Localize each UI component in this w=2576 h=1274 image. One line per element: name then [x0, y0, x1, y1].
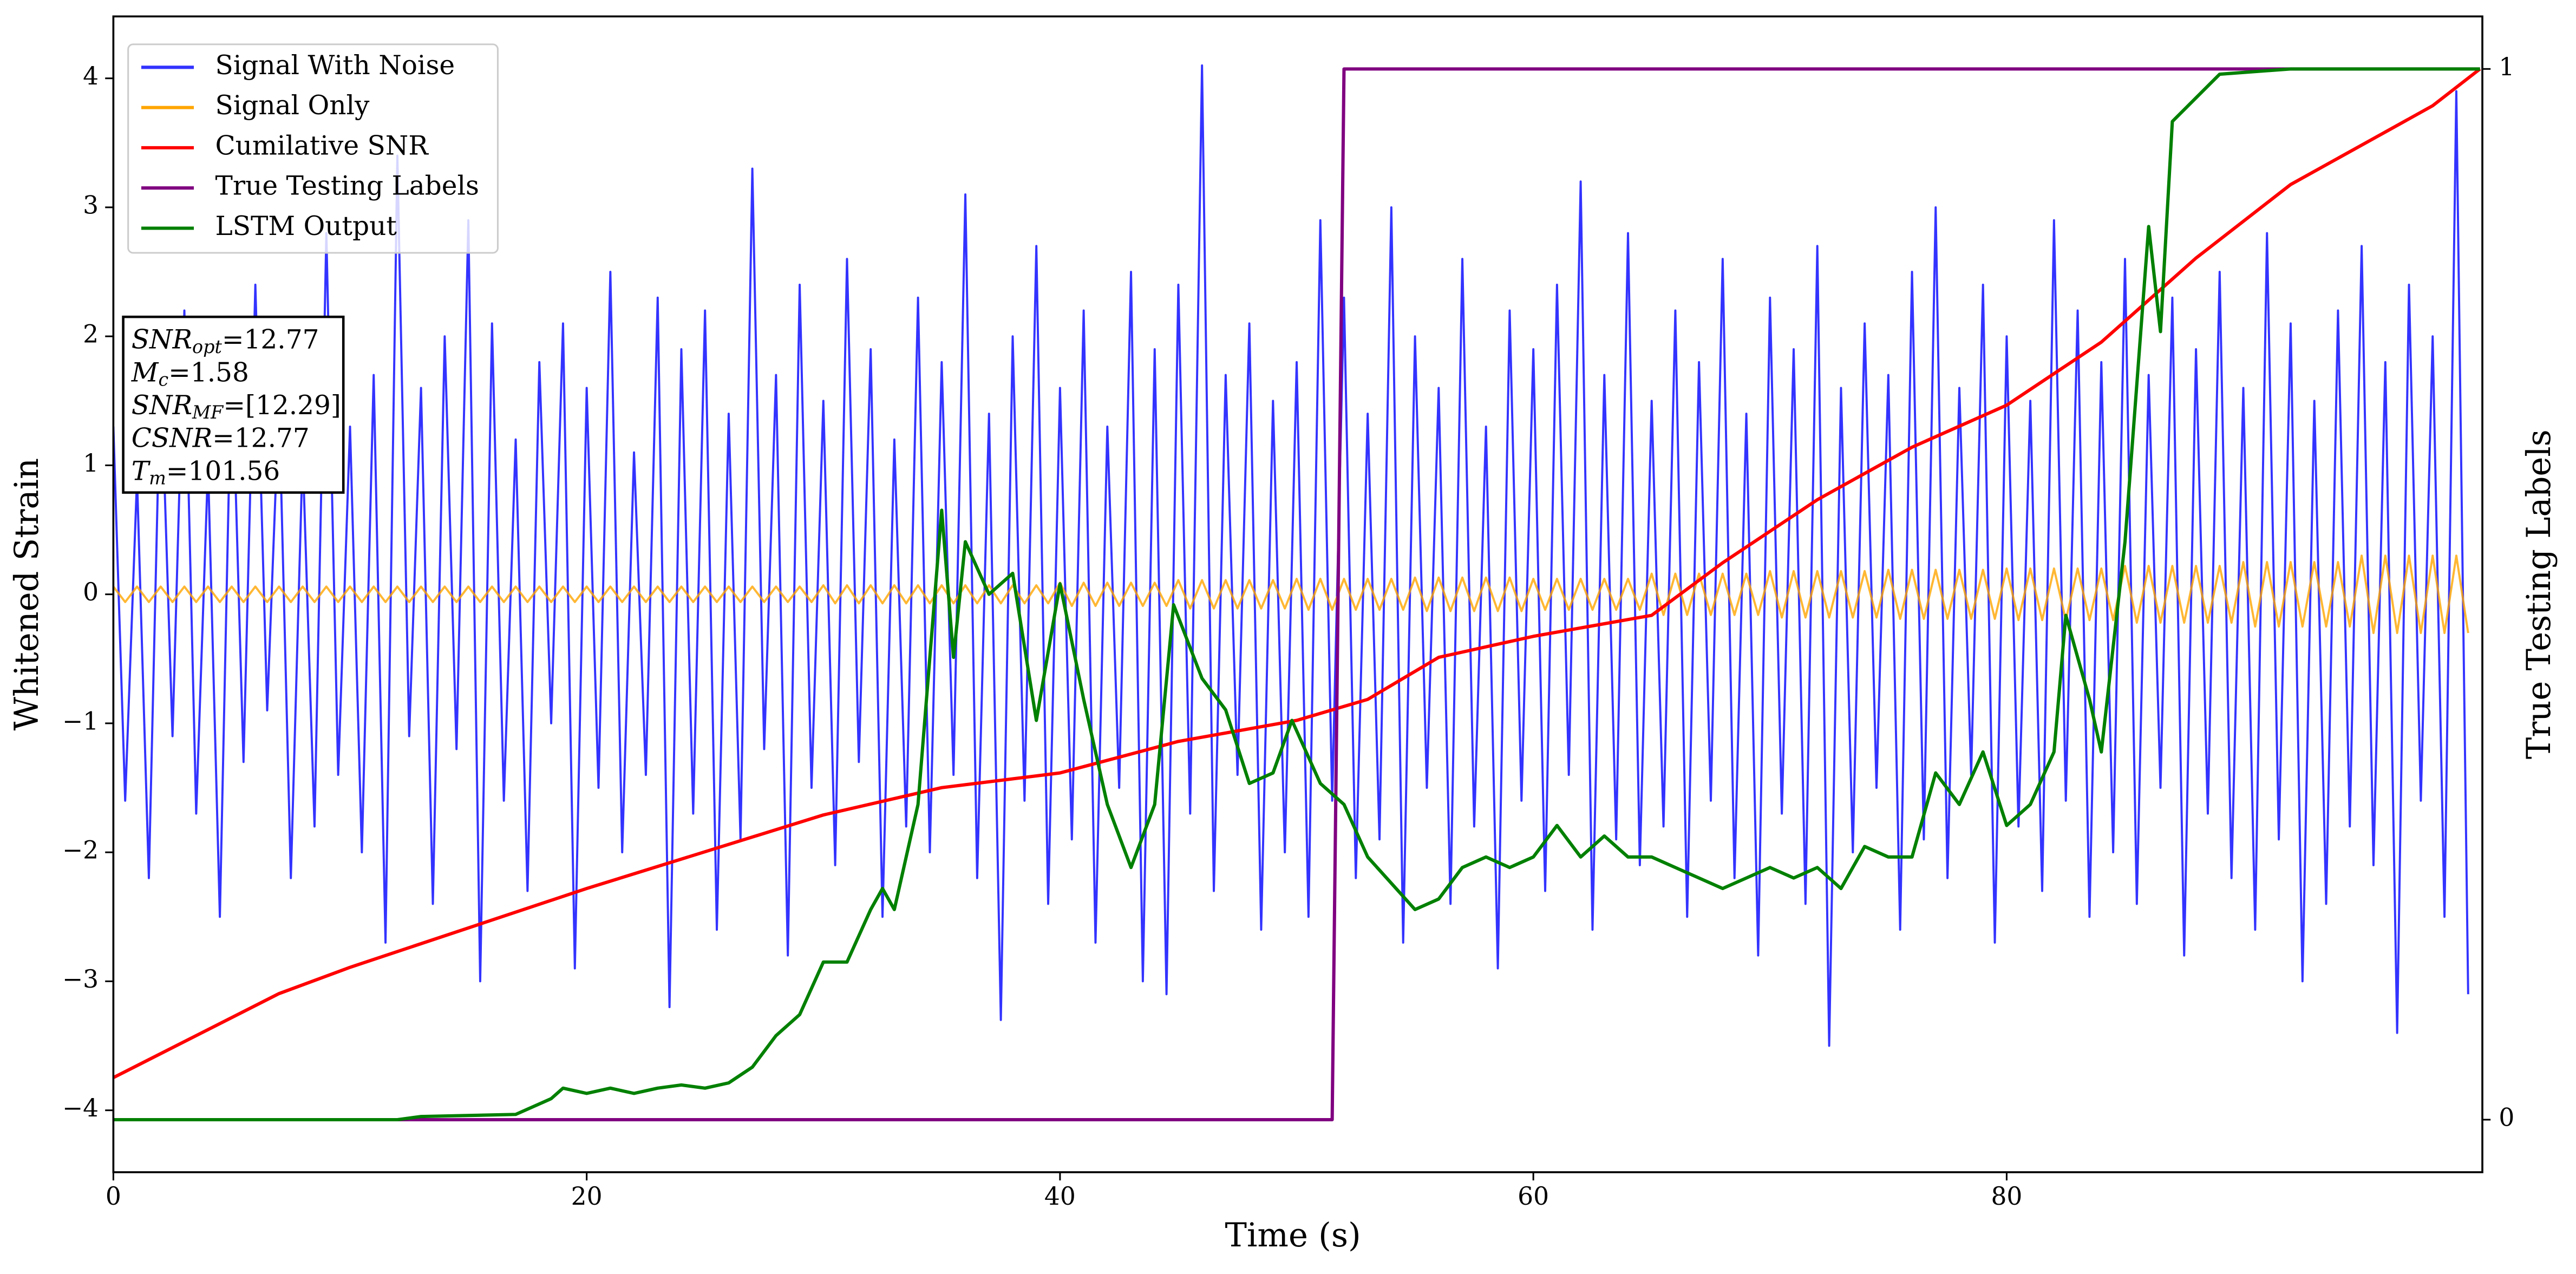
annotation-symbol: SNR — [132, 324, 192, 355]
y-tick-label: −3 — [62, 965, 99, 994]
annotation-sub: m — [149, 467, 166, 488]
y-tick-label: −1 — [62, 707, 99, 735]
annotation-line: CSNR=12.77 — [132, 423, 310, 453]
legend-label: Signal Only — [215, 90, 370, 121]
y-tick-label: 1 — [83, 449, 99, 478]
annotation-text: =101.56 — [166, 456, 280, 486]
annotation-frame — [122, 315, 345, 494]
annotation-sub: opt — [192, 336, 222, 357]
x-tick-label: 60 — [1518, 1182, 1549, 1211]
annotation-sub: MF — [192, 402, 224, 423]
x-tick-label: 80 — [1991, 1182, 2022, 1211]
annotation-symbol: T — [132, 456, 151, 486]
annotation-line: SNRopt=12.77 — [132, 324, 319, 357]
y-axis-label: Whitened Strain — [8, 458, 46, 731]
legend-label: LSTM Output — [215, 211, 397, 241]
y2-axis-label: True Testing Labels — [2520, 429, 2558, 759]
y-tick-label: −2 — [62, 836, 99, 865]
legend-label: Signal With Noise — [215, 50, 455, 81]
annotation-text: =12.77 — [222, 324, 319, 355]
series-line — [113, 67, 2481, 1080]
series-line — [113, 67, 2480, 1122]
annotation-symbol: CSNR — [132, 423, 212, 453]
legend-label: True Testing Labels — [215, 171, 479, 201]
x-tick-label: 0 — [106, 1182, 121, 1211]
y-tick-label: −4 — [62, 1094, 99, 1122]
annotation-text: =[12.29] — [223, 390, 341, 421]
annotation-sub: c — [158, 369, 168, 390]
annotation-text: =12.77 — [212, 423, 310, 453]
annotation-symbol: SNR — [132, 390, 192, 421]
annotation-line: SNRMF=[12.29] — [132, 390, 341, 423]
plot-area — [113, 64, 2481, 1122]
legend: Signal With Noise Signal Only Cumilative S… — [127, 43, 499, 254]
y-tick-label: 4 — [83, 62, 99, 90]
annotation-line: Tm=101.56 — [132, 456, 280, 489]
annotation-symbol: M — [131, 357, 159, 388]
y-tick-label: 0 — [83, 578, 99, 606]
y-tick-label: 3 — [83, 191, 99, 219]
annotation-line: Mc=1.58 — [131, 357, 249, 390]
series-line — [113, 554, 2469, 635]
series-line — [113, 64, 2469, 1047]
plot-frame — [112, 15, 2483, 1173]
x-tick-label: 40 — [1044, 1182, 1076, 1211]
legend-label: Cumilative SNR — [215, 130, 429, 161]
legend-frame — [127, 43, 499, 254]
y2-tick-label: 0 — [2499, 1103, 2514, 1132]
annotation-box: SNRopt=12.77Mc=1.58SNRMF=[12.29]CSNR=12.… — [122, 315, 345, 494]
y2-tick-label: 1 — [2499, 53, 2514, 81]
series-line — [113, 67, 2480, 1122]
y-tick-label: 2 — [83, 320, 99, 349]
x-tick-label: 20 — [571, 1182, 603, 1211]
x-axis-label: Time (s) — [1225, 1217, 1361, 1255]
annotation-text: =1.58 — [168, 357, 249, 388]
